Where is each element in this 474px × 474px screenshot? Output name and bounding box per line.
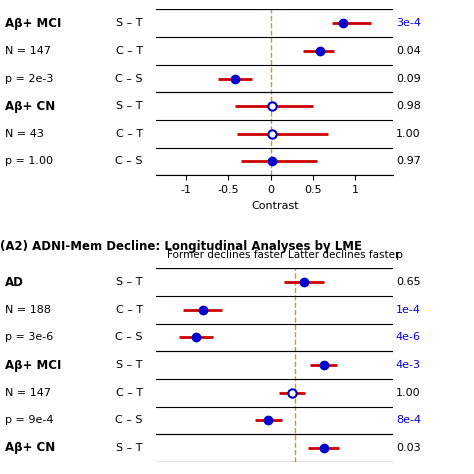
Text: Latter declines faster: Latter declines faster: [288, 250, 400, 260]
Text: p: p: [396, 250, 403, 260]
Text: Aβ+ CN: Aβ+ CN: [5, 441, 55, 455]
Text: N = 188: N = 188: [5, 305, 51, 315]
Text: 1.00: 1.00: [396, 388, 420, 398]
Text: C – S: C – S: [115, 332, 143, 342]
Text: C – T: C – T: [116, 46, 143, 56]
Text: 0.09: 0.09: [396, 73, 420, 83]
Text: 1e-4: 1e-4: [396, 305, 421, 315]
Text: N = 147: N = 147: [5, 388, 51, 398]
Text: 0.65: 0.65: [396, 277, 420, 287]
Text: 4e-6: 4e-6: [396, 332, 421, 342]
Text: 0.97: 0.97: [396, 156, 420, 166]
Text: p = 3e-6: p = 3e-6: [5, 332, 53, 342]
Text: Former declines faster: Former declines faster: [167, 250, 284, 260]
Text: C – S: C – S: [115, 156, 143, 166]
Text: Aβ+ MCI: Aβ+ MCI: [5, 358, 61, 372]
Text: 4e-3: 4e-3: [396, 360, 421, 370]
Text: C – T: C – T: [116, 388, 143, 398]
Text: p = 2e-3: p = 2e-3: [5, 73, 53, 83]
Text: 0.03: 0.03: [396, 443, 420, 453]
Text: S – T: S – T: [116, 18, 142, 28]
Text: C – S: C – S: [115, 73, 143, 83]
Text: (A2) ADNI-Mem Decline: Longitudinal Analyses by LME: (A2) ADNI-Mem Decline: Longitudinal Anal…: [0, 240, 362, 253]
Text: AD: AD: [5, 276, 24, 289]
Text: p = 9e-4: p = 9e-4: [5, 415, 53, 425]
Text: 1.00: 1.00: [396, 129, 420, 139]
Text: 3e-4: 3e-4: [396, 18, 421, 28]
Text: N = 43: N = 43: [5, 129, 44, 139]
Text: C – T: C – T: [116, 129, 143, 139]
Text: 0.98: 0.98: [396, 101, 420, 111]
X-axis label: Contrast: Contrast: [251, 201, 299, 210]
Text: p = 1.00: p = 1.00: [5, 156, 53, 166]
Text: Aβ+ CN: Aβ+ CN: [5, 100, 55, 113]
Text: S – T: S – T: [116, 443, 142, 453]
Text: C – S: C – S: [115, 415, 143, 425]
Text: C – T: C – T: [116, 305, 143, 315]
Text: S – T: S – T: [116, 101, 142, 111]
Text: S – T: S – T: [116, 277, 142, 287]
Text: 8e-4: 8e-4: [396, 415, 421, 425]
Text: S – T: S – T: [116, 360, 142, 370]
Text: Aβ+ MCI: Aβ+ MCI: [5, 17, 61, 30]
Text: N = 147: N = 147: [5, 46, 51, 56]
Text: 0.04: 0.04: [396, 46, 420, 56]
